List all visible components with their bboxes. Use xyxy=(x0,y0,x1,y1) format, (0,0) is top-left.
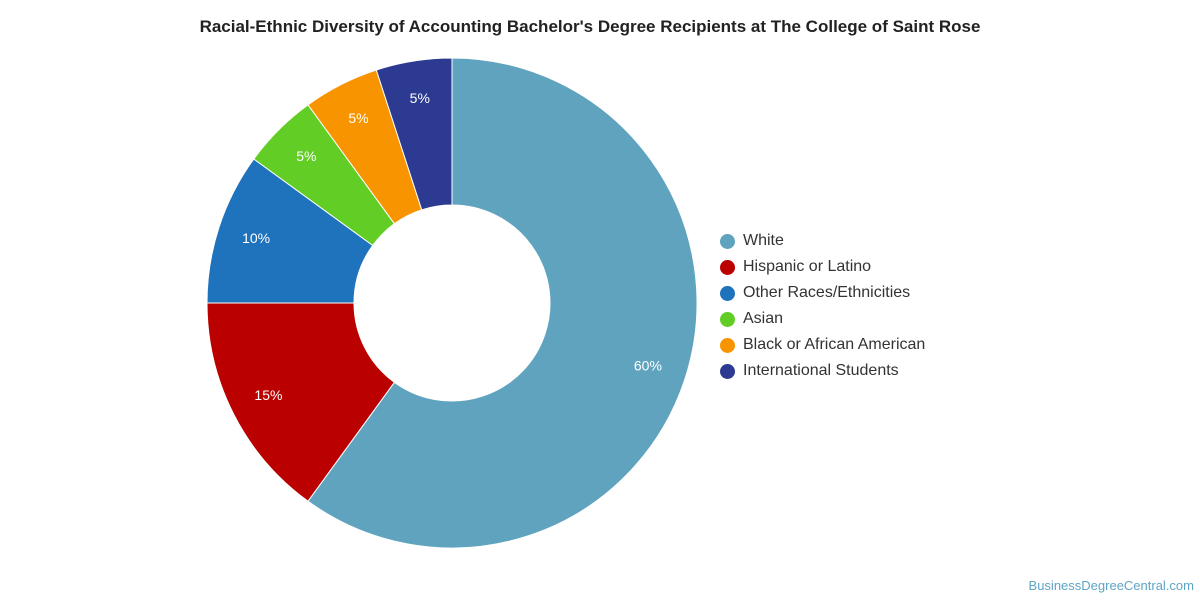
watermark[interactable]: BusinessDegreeCentral.com xyxy=(1028,578,1194,593)
slice-label: 5% xyxy=(410,90,430,106)
slice-hispanic-or-latino[interactable] xyxy=(206,302,396,502)
legend-item[interactable]: Asian xyxy=(720,306,925,332)
legend-swatch-icon xyxy=(720,259,735,275)
slice-international-students[interactable] xyxy=(375,57,453,211)
legend-label: White xyxy=(743,232,784,249)
slice-label: 10% xyxy=(242,230,270,246)
legend-item[interactable]: International Students xyxy=(720,358,925,384)
legend-label: Black or African American xyxy=(743,336,926,353)
legend-swatch-icon xyxy=(720,363,735,379)
legend-swatch-icon xyxy=(720,233,735,249)
legend-swatch-icon xyxy=(720,337,735,353)
legend: White Hispanic or Latino Other Races/Ethni… xyxy=(720,228,925,384)
chart-title: Racial-Ethnic Diversity of Accounting Ba… xyxy=(199,17,981,36)
legend-item[interactable]: Black or African American xyxy=(720,332,925,358)
legend-item[interactable]: White xyxy=(720,228,925,254)
slice-label: 15% xyxy=(254,387,282,403)
slice-white[interactable] xyxy=(307,57,698,549)
legend-label: Other Races/Ethnicities xyxy=(743,284,911,301)
slice-label: 5% xyxy=(296,148,316,164)
legend-label: Hispanic or Latino xyxy=(743,258,872,275)
legend-item[interactable]: Hispanic or Latino xyxy=(720,254,925,280)
slice-label: 5% xyxy=(348,110,368,126)
legend-swatch-icon xyxy=(720,285,735,301)
slice-label: 60% xyxy=(634,357,662,373)
legend-label: Asian xyxy=(743,310,784,327)
legend-swatch-icon xyxy=(720,311,735,327)
legend-item[interactable]: Other Races/Ethnicities xyxy=(720,280,925,306)
legend-label: International Students xyxy=(743,362,899,379)
